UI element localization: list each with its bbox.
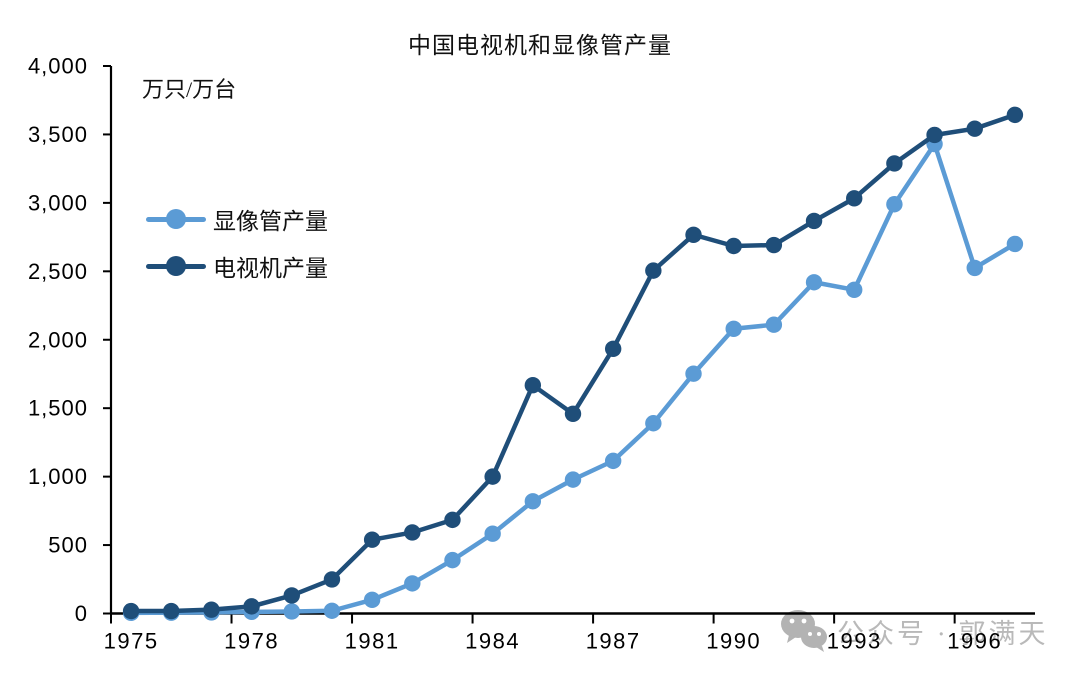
x-tick-label: 1978	[224, 629, 279, 654]
crt-series-point	[765, 316, 783, 333]
tv-series-point	[363, 531, 381, 548]
crt-series-point	[725, 320, 742, 337]
crt-series-point	[283, 603, 300, 620]
chart-title: 中国电视机和显像管产量	[408, 33, 672, 58]
tv-series-point	[524, 376, 542, 394]
crt-series-point	[363, 591, 381, 609]
y-tick-label: 1,000	[28, 464, 88, 489]
tv-series-marker	[146, 252, 206, 280]
wechat-icon	[781, 610, 827, 652]
y-tick-label: 4,000	[28, 54, 88, 79]
tv-series-point	[805, 212, 823, 230]
x-tick-label: 1996	[947, 629, 1002, 654]
legend-label-crt: 显像管产量	[213, 209, 328, 234]
y-tick-label: 1,500	[28, 396, 88, 421]
tv-series-point	[765, 236, 783, 254]
y-tick-label: 0	[75, 601, 88, 626]
legend-item-crt: 显像管产量	[146, 205, 328, 234]
y-tick-label: 500	[48, 533, 88, 558]
crt-series-point	[886, 196, 903, 213]
crt-series-point	[604, 452, 622, 470]
tv-series-point	[283, 587, 300, 604]
crt-series-point	[484, 525, 501, 542]
crt-series-point	[1006, 235, 1024, 253]
tv-series-point	[484, 468, 501, 485]
crt-series-point	[805, 274, 823, 291]
tv-series-point	[926, 126, 943, 144]
x-tick-label: 1984	[465, 629, 520, 654]
tv-series-point	[404, 524, 421, 541]
tv-series-point	[323, 571, 341, 588]
watermark: 公众号 · 郭满天	[779, 608, 1049, 654]
tv-series-point	[846, 190, 863, 207]
tv-series-point	[685, 226, 702, 243]
legend-label-tv: 电视机产量	[213, 256, 328, 281]
tv-series-point	[163, 602, 180, 620]
tv-series-point	[886, 155, 903, 172]
crt-series-point	[645, 415, 662, 432]
crt-series-point	[404, 575, 421, 592]
tv-series-point	[444, 511, 461, 529]
tv-series-line	[128, 112, 1018, 614]
crt-series-marker	[146, 205, 206, 233]
legend-item-tv: 电视机产量	[146, 252, 328, 281]
y-tick-label: 3,000	[28, 190, 88, 215]
x-tick-label: 1993	[827, 629, 882, 654]
tv-series-point	[564, 405, 582, 422]
tv-series-point	[1006, 106, 1024, 124]
crt-series-point	[564, 471, 582, 488]
tv-series-point	[243, 598, 260, 615]
crt-series-point	[524, 493, 542, 510]
crt-series-point	[966, 259, 983, 277]
tv-series-point	[604, 340, 622, 357]
y-tick-label: 3,500	[28, 122, 88, 147]
x-tick-label: 1990	[706, 629, 761, 654]
tv-series-point	[122, 602, 140, 620]
x-tick-label: 1975	[104, 629, 159, 654]
legend: 显像管产量 电视机产量	[146, 205, 328, 299]
tv-series-point	[725, 237, 742, 255]
crt-series-point	[846, 281, 863, 298]
x-tick-label: 1987	[586, 629, 641, 654]
crt-series-point	[323, 602, 341, 619]
y-tick-label: 2,500	[28, 259, 88, 284]
tv-series-point	[645, 262, 662, 279]
y-tick-label: 2,000	[28, 327, 88, 352]
crt-series-point	[444, 551, 461, 569]
watermark-text: 公众号 · 郭满天	[837, 618, 1049, 649]
tv-series-point	[203, 601, 220, 618]
y-axis-unit-label: 万只/万台	[142, 77, 237, 102]
tv-series-point	[966, 120, 983, 137]
crt-series-point	[685, 365, 702, 382]
x-tick-label: 1981	[345, 629, 400, 654]
